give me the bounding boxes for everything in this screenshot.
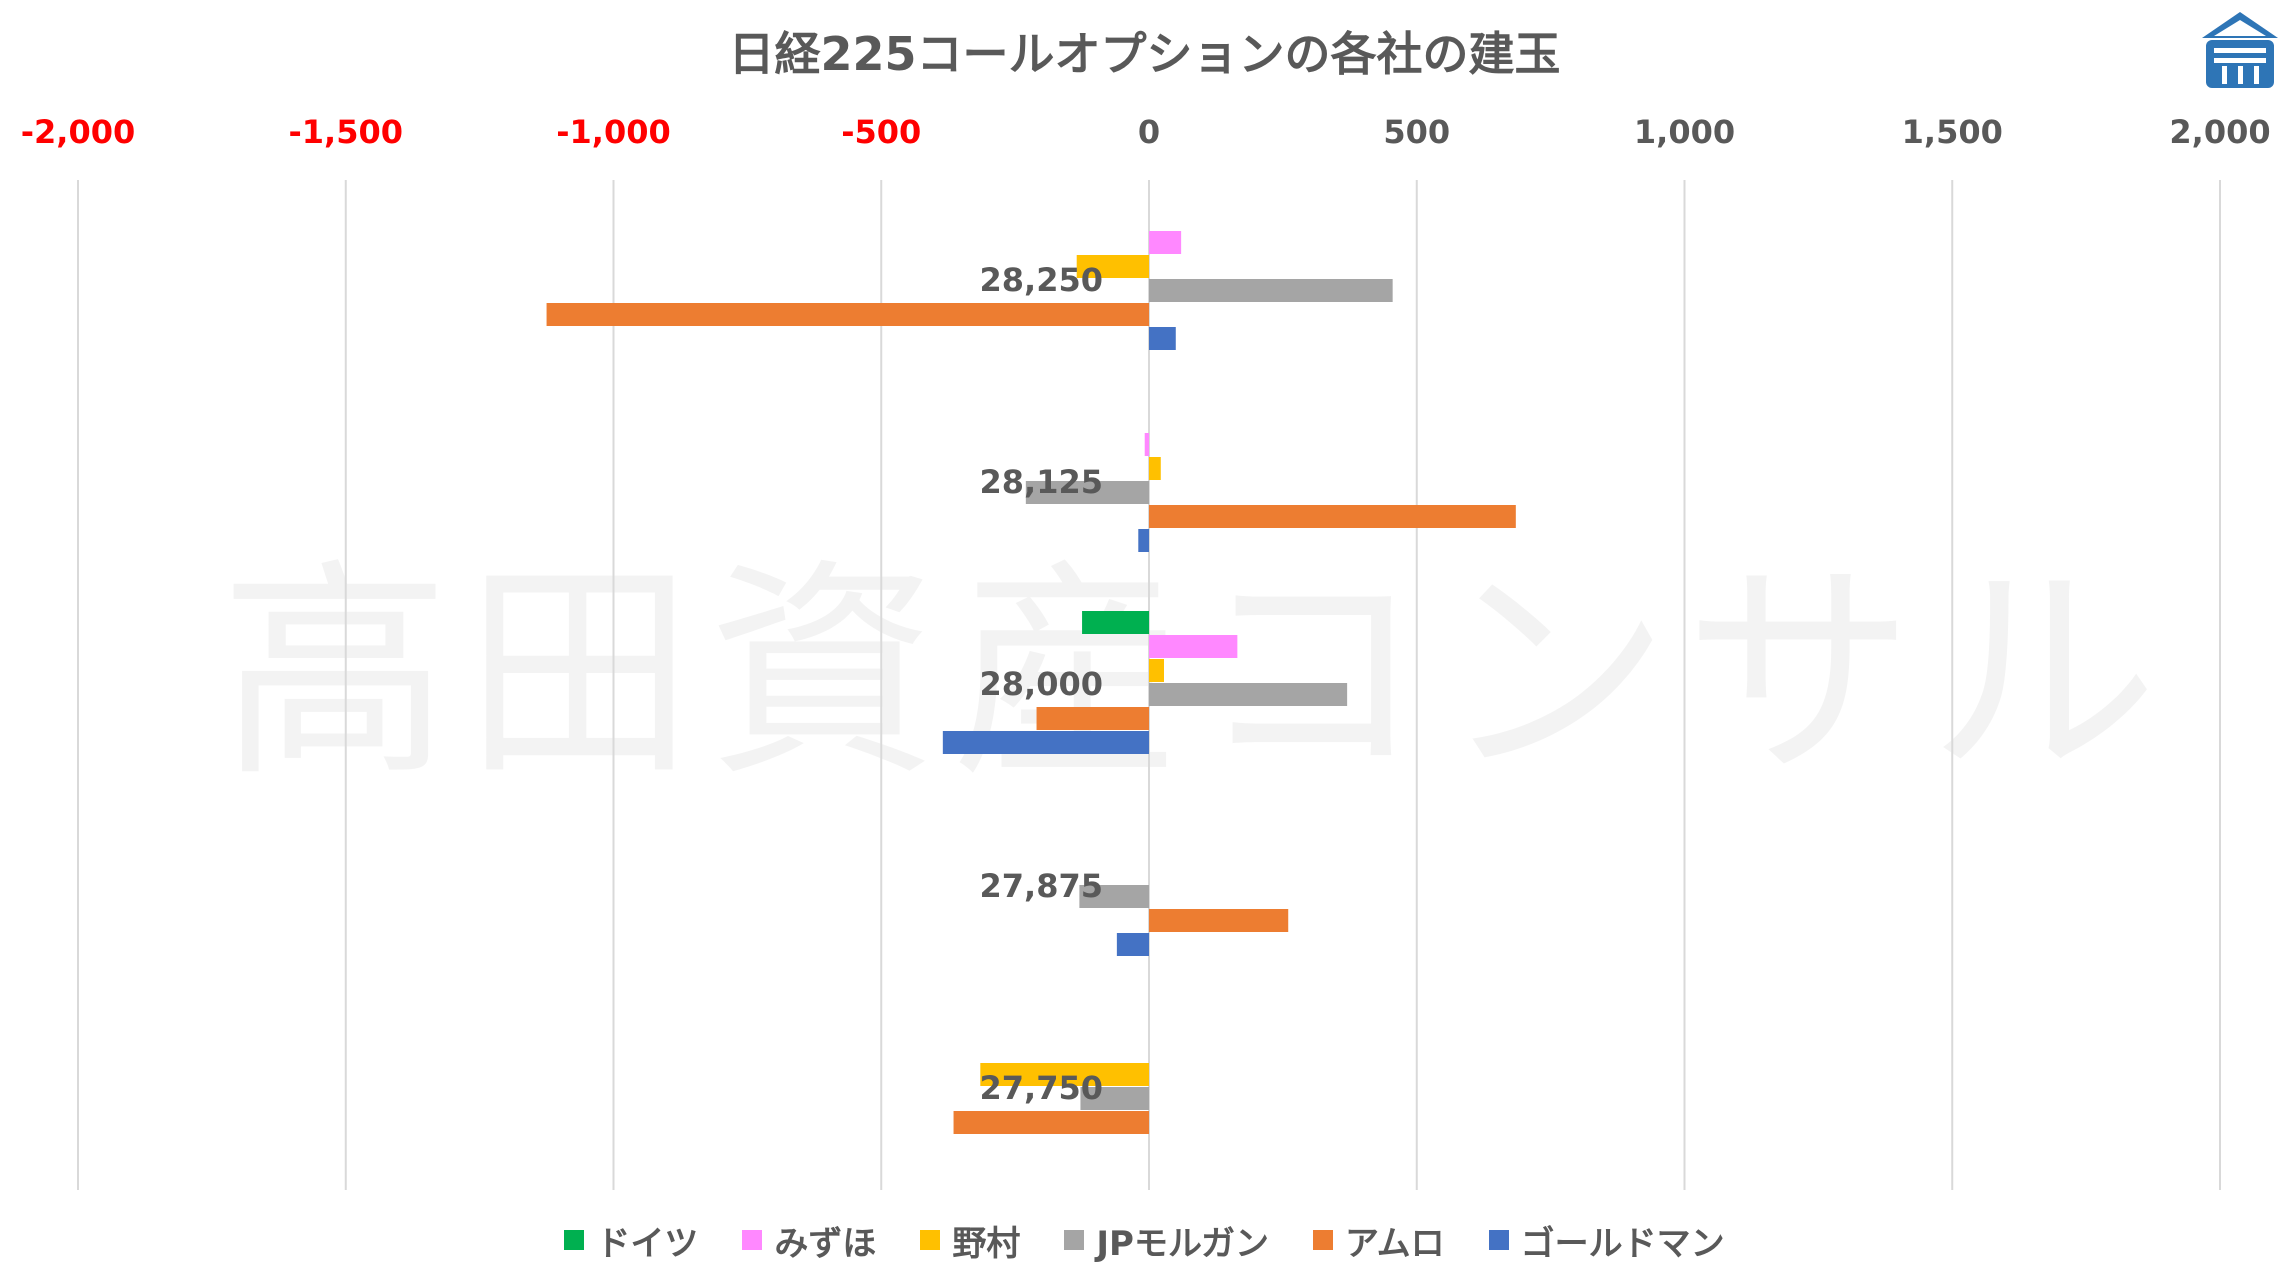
legend-label: ゴールドマン (1520, 1223, 1725, 1264)
category-label: 27,875 (980, 867, 1103, 905)
legend-swatch (1312, 1230, 1333, 1250)
bar (1116, 933, 1149, 956)
x-tick-label: 1,500 (1902, 113, 2003, 151)
bar (1079, 885, 1149, 908)
bar (1082, 611, 1149, 634)
bar (1149, 327, 1176, 350)
legend-label: アムロ (1344, 1223, 1445, 1264)
legend-label: JPモルガン (1096, 1223, 1269, 1264)
logo-icon (2198, 8, 2282, 92)
legend-item: ゴールドマン (1488, 1216, 1725, 1265)
category-label: 28,000 (980, 665, 1103, 703)
bar (1149, 909, 1289, 932)
legend-swatch (742, 1230, 763, 1250)
category-label: 28,250 (980, 261, 1103, 299)
chart-title: 日経225コールオプションの各社の建玉 (728, 27, 1561, 81)
bar (1036, 707, 1149, 730)
bar (1080, 1087, 1149, 1110)
bar (1149, 457, 1161, 480)
bar (1149, 683, 1348, 706)
legend-item: みずほ (742, 1216, 876, 1265)
legend: ドイツ みずほ 野村 JPモルガン アムロ ゴールドマン (0, 1216, 2289, 1264)
bar (1144, 433, 1149, 456)
legend-swatch (564, 1230, 585, 1250)
bar (1025, 481, 1149, 504)
bar (1149, 635, 1238, 658)
bar (546, 303, 1149, 326)
x-tick-label: -1,500 (289, 113, 404, 151)
x-tick-label: 2,000 (2169, 113, 2270, 151)
legend-item: 野村 (920, 1216, 1020, 1265)
bar (1076, 255, 1149, 278)
category-label: 27,750 (980, 1069, 1103, 1107)
legend-label: みずほ (774, 1223, 877, 1264)
legend-label: 野村 (952, 1223, 1021, 1264)
legend-swatch (1064, 1230, 1085, 1250)
x-tick-label: -2,000 (21, 113, 136, 151)
bar (1149, 279, 1393, 302)
bar (953, 1111, 1149, 1134)
x-tick-label: -500 (841, 113, 921, 151)
x-tick-label: -1,000 (556, 113, 671, 151)
category-label: 28,125 (980, 463, 1103, 501)
x-tick-label: 500 (1383, 113, 1450, 151)
legend-item: JPモルガン (1064, 1216, 1269, 1265)
x-tick-label: 0 (1138, 113, 1160, 151)
bar (1149, 505, 1516, 528)
bar (1138, 529, 1149, 552)
legend-label: ドイツ (596, 1223, 699, 1264)
legend-swatch (920, 1230, 941, 1250)
legend-swatch (1488, 1230, 1509, 1250)
bar (1149, 231, 1182, 254)
bar (1149, 659, 1164, 682)
x-tick-label: 1,000 (1634, 113, 1735, 151)
bar (942, 731, 1149, 754)
legend-item: ドイツ (564, 1216, 698, 1265)
bar (980, 1063, 1149, 1086)
legend-item: アムロ (1312, 1216, 1445, 1265)
